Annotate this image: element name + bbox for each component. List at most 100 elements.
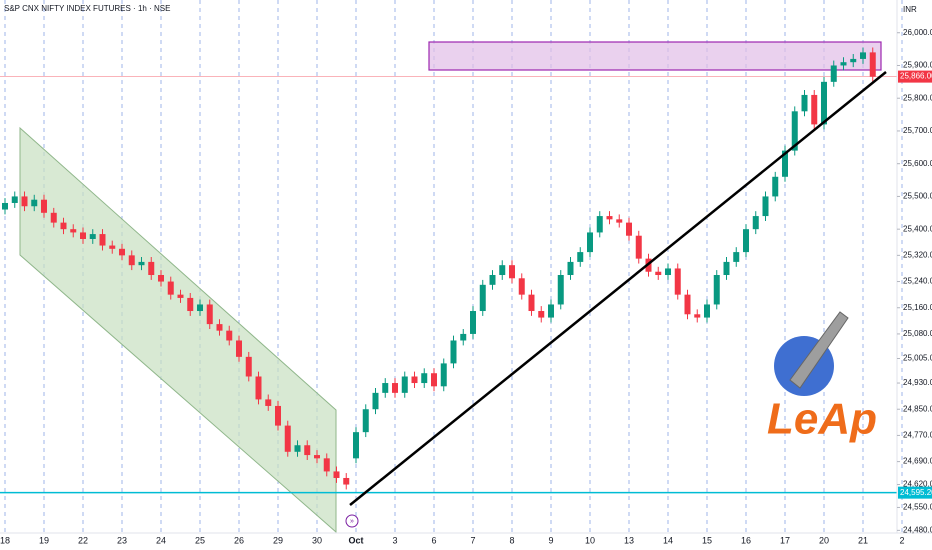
trend-channel <box>19 126 337 534</box>
x-tick-label: 26 <box>234 535 244 545</box>
candle-body <box>362 409 369 433</box>
candle-body <box>353 432 359 459</box>
candle-body <box>450 340 457 364</box>
candle-body <box>665 268 671 276</box>
candle-body <box>733 252 740 262</box>
candle-body <box>655 271 662 276</box>
candle-body <box>694 314 701 318</box>
x-tick-label: 24 <box>156 535 166 545</box>
x-tick-label: 17 <box>780 535 790 545</box>
x-tick-label: 25 <box>195 535 205 545</box>
candle-body <box>21 196 28 207</box>
candle-body <box>869 52 876 77</box>
x-tick-label: 3 <box>392 535 397 545</box>
candle-body <box>587 232 593 253</box>
y-tick-label: 24,850.00 <box>903 404 932 413</box>
candle-body <box>801 94 808 112</box>
x-tick-label: 10 <box>585 535 595 545</box>
y-tick-label: 25,600.00 <box>903 159 932 168</box>
candle-body <box>616 219 623 223</box>
y-tick-label: 25,160.00 <box>903 303 932 312</box>
candle-body <box>158 275 164 282</box>
candle-body <box>460 333 467 341</box>
candle-body <box>840 62 847 66</box>
candle-body <box>674 268 681 295</box>
y-tick-label: 24,770.00 <box>903 431 932 440</box>
candle-body <box>31 199 38 207</box>
x-tick-label: 9 <box>548 535 553 545</box>
candle-body <box>431 373 437 387</box>
candle-body <box>713 275 720 305</box>
candle-body <box>2 202 8 210</box>
x-tick-label: 19 <box>39 535 49 545</box>
candle-body <box>41 199 47 213</box>
candle-body <box>489 275 496 285</box>
candle-body <box>119 248 125 256</box>
y-tick-label: 24,930.00 <box>903 378 932 387</box>
candle-body <box>821 81 827 125</box>
candle-body <box>782 150 788 177</box>
candle-body <box>372 392 379 410</box>
candle-body <box>50 212 57 223</box>
x-tick-label: 21 <box>858 535 868 545</box>
price-label: 24,595.20 <box>900 488 932 497</box>
candle-body <box>752 216 759 230</box>
candle-body <box>80 232 86 239</box>
y-tick-label: 24,550.00 <box>903 503 932 512</box>
y-tick-label: 24,480.00 <box>903 525 932 534</box>
candle-body <box>421 373 428 384</box>
resistance-zone <box>428 41 882 71</box>
x-tick-label: 13 <box>624 535 634 545</box>
candle-body <box>255 376 262 400</box>
candle-body <box>236 340 242 357</box>
candle-body <box>99 234 106 246</box>
candle-body <box>518 278 525 295</box>
candle-body <box>60 222 67 230</box>
price-lines <box>0 76 897 494</box>
candle-body <box>245 356 252 377</box>
x-tick-label: 20 <box>819 535 829 545</box>
candle-body <box>109 245 116 249</box>
candle-body <box>177 294 184 298</box>
x-tick-label: 29 <box>273 535 283 545</box>
y-tick-label: 25,500.00 <box>903 192 932 201</box>
candle-body <box>704 304 710 318</box>
candle-body <box>557 275 564 305</box>
candle-body <box>860 52 866 59</box>
candle-body <box>743 229 749 253</box>
candle-body <box>343 477 350 485</box>
y-tick-label: 25,900.00 <box>903 61 932 70</box>
candle-body <box>470 311 476 334</box>
candle-body <box>635 235 642 259</box>
candle-body <box>596 216 603 233</box>
candle-body <box>216 324 223 331</box>
logo: LeAp <box>767 311 877 444</box>
candle-body <box>275 405 281 426</box>
candle-body <box>850 58 857 63</box>
candle-body <box>440 363 447 387</box>
y-tick-label: 24,690.00 <box>903 457 932 466</box>
axes: 18 19 22 23 24 25 26 29 30 Oct 3 6 7 8 9 10 13 14 15 16 17 20… <box>0 28 932 545</box>
candle-body <box>411 376 418 384</box>
event-icon <box>345 514 359 528</box>
candle-body <box>304 445 311 456</box>
x-tick-label: 15 <box>702 535 712 545</box>
x-tick-label: Oct <box>348 535 363 545</box>
y-tick-label: 25,005.00 <box>903 354 932 363</box>
x-tick-label: 6 <box>431 535 436 545</box>
y-tick-label: 25,080.00 <box>903 329 932 338</box>
candle-body <box>138 261 145 266</box>
candle-body <box>772 176 779 197</box>
candle-body <box>197 304 203 312</box>
candle-body <box>567 261 574 276</box>
y-tick-label: 24,620.00 <box>903 480 932 489</box>
y-tick-label: 25,240.00 <box>903 277 932 286</box>
candle-body <box>70 229 77 233</box>
price-label-box <box>898 70 932 83</box>
candle-body <box>128 255 135 266</box>
candle-body <box>265 399 272 406</box>
logo-key <box>789 311 849 389</box>
candle-body <box>606 216 613 220</box>
candle-body <box>577 252 584 262</box>
price-label: 25,866.00 <box>900 72 932 81</box>
